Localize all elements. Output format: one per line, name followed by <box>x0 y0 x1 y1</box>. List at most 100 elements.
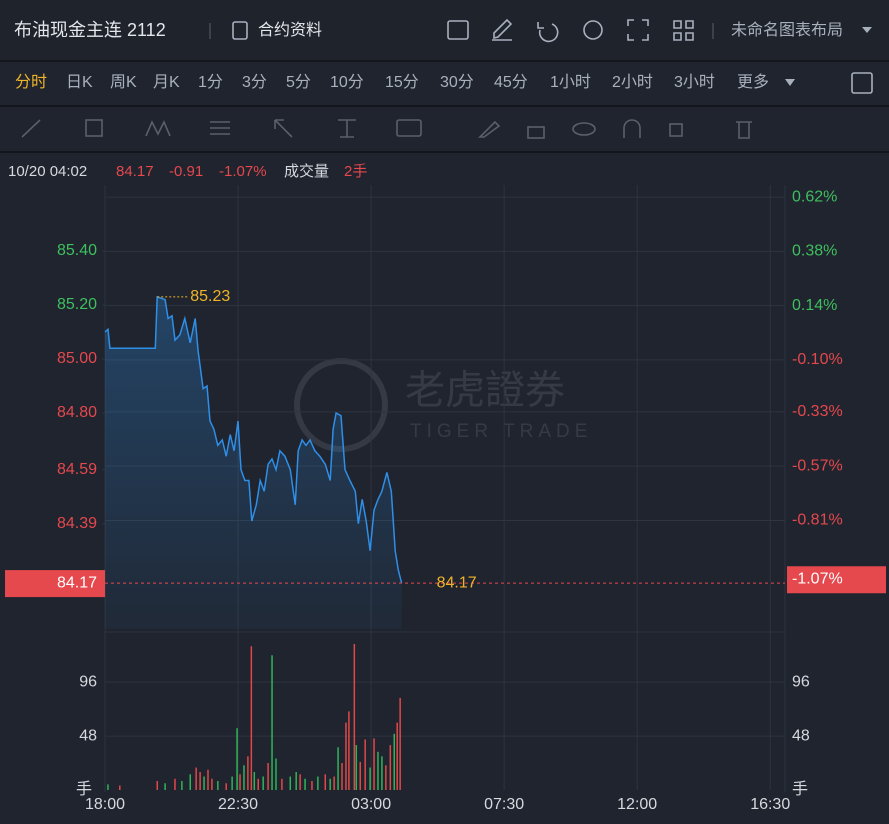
info-line: 10/20 04:02 84.17 -0.91 -1.07% 成交量 2手 <box>8 162 367 180</box>
period-bar: 分时 日K 周K 月K 1分 3分 5分 10分 15分 30分 45分 1小时 2小时 3小时 更多 <box>15 73 769 91</box>
period-tab[interactable]: 1小时 <box>550 73 591 91</box>
period-tab[interactable]: 分时 <box>15 73 47 91</box>
period-tab[interactable]: 15分 <box>385 73 419 91</box>
symbol-title[interactable]: 布油现金主连 2112 <box>14 20 166 40</box>
watermark-name: 老虎證券 <box>405 369 565 413</box>
layout-name[interactable]: 未命名图表布局 <box>731 21 843 39</box>
indicator-icon[interactable] <box>447 20 469 40</box>
draw-icon[interactable] <box>492 18 513 41</box>
lock-tool[interactable] <box>527 126 545 139</box>
volume-bar <box>231 776 233 790</box>
volume-bar <box>217 781 219 790</box>
period-tab[interactable]: 日K <box>66 74 93 91</box>
top-bar <box>0 0 889 60</box>
measure-tool[interactable] <box>338 119 356 138</box>
volume-bar <box>381 756 383 790</box>
rect-tool[interactable] <box>85 119 103 137</box>
period-tab[interactable]: 3分 <box>242 73 267 91</box>
volume-bar <box>299 774 301 790</box>
arrow-tool[interactable] <box>274 119 293 138</box>
period-tab[interactable]: 30分 <box>440 73 474 91</box>
volume-bar <box>243 765 245 790</box>
volume-unit-right: 手 <box>792 780 808 798</box>
price-area <box>105 296 402 629</box>
volume-bar <box>253 772 256 790</box>
y2-tick-label: -0.33% <box>792 403 843 420</box>
dropdown-arrow[interactable] <box>785 79 795 86</box>
dropdown-arrow[interactable] <box>862 27 872 33</box>
expand-icon[interactable] <box>851 72 873 94</box>
period-tab[interactable]: 5分 <box>286 73 311 91</box>
volume-bar <box>329 778 331 790</box>
wave-tool[interactable] <box>145 120 171 137</box>
period-tab[interactable]: 1分 <box>198 73 223 91</box>
period-tab[interactable]: 周K <box>110 74 137 91</box>
volume-bar <box>164 783 166 790</box>
last-pct-badge-text: -1.07% <box>792 570 843 587</box>
max-label: 85.23 <box>190 288 230 305</box>
volume-bar <box>267 763 269 790</box>
info-datetime: 10/20 04:02 <box>8 163 87 180</box>
y2-tick-label: 0.38% <box>792 243 837 260</box>
fullscreen-icon[interactable] <box>627 19 649 41</box>
watermark-en: TIGER TRADE <box>410 421 592 442</box>
doc-icon[interactable] <box>232 21 248 40</box>
settings-icon[interactable] <box>583 20 603 40</box>
watermark: 老虎證券 TIGER TRADE <box>294 358 592 452</box>
volume-bar <box>348 711 350 790</box>
y-tick-label: 84.59 <box>57 461 97 478</box>
volume-bar <box>289 776 292 790</box>
volume-bar <box>377 751 379 790</box>
pen-tool[interactable] <box>478 120 501 138</box>
volume-bar <box>275 758 277 790</box>
info-change-pct: -1.07% <box>219 163 267 180</box>
y-tick-label: 48 <box>79 727 97 744</box>
info-volume: 2手 <box>344 163 367 180</box>
volume-bar <box>203 776 205 790</box>
copy-tool[interactable] <box>669 123 683 137</box>
line-tool[interactable] <box>21 119 41 138</box>
info-price: 84.17 <box>116 163 154 180</box>
volume-bar <box>389 745 392 790</box>
toolbar-icons <box>447 18 694 43</box>
y2-tick-label: -0.81% <box>792 512 843 529</box>
eye-tool[interactable] <box>572 122 596 136</box>
volume-bar <box>373 738 375 790</box>
period-tab[interactable]: 45分 <box>494 73 528 91</box>
volume-bar <box>247 756 249 790</box>
y-tick-label: 84.39 <box>57 515 97 532</box>
volume-bar <box>295 772 297 790</box>
y2-tick-label: -0.10% <box>792 351 843 368</box>
volume-bar <box>271 655 273 790</box>
y-tick-label: 96 <box>79 673 97 690</box>
period-tab[interactable]: 月K <box>153 74 180 91</box>
period-tab[interactable]: 3小时 <box>674 73 715 91</box>
y2-tick-label: 0.14% <box>792 297 837 314</box>
volume-bar <box>195 767 197 790</box>
x-tick-label: 18:00 <box>85 796 125 813</box>
period-tab[interactable]: 10分 <box>330 73 364 91</box>
last-price-badge <box>5 570 105 598</box>
period-tab[interactable]: 更多 <box>737 73 769 91</box>
fib-tool[interactable] <box>210 121 230 135</box>
volume-bar <box>333 776 335 790</box>
layout-icon[interactable] <box>673 20 694 41</box>
price-line <box>104 295 403 584</box>
y-tick-label-right: 48 <box>792 727 810 744</box>
contract-info[interactable]: 合约资料 <box>258 21 322 39</box>
period-tab[interactable]: 2小时 <box>612 73 653 91</box>
y-tick-label-right: 96 <box>792 673 810 690</box>
volume-bar <box>257 778 259 790</box>
refresh-icon[interactable] <box>537 22 559 43</box>
volume-bar <box>207 769 209 790</box>
magnet-tool[interactable] <box>623 119 641 138</box>
volume-bar <box>396 722 398 790</box>
text-tool[interactable] <box>396 119 422 137</box>
volume-unit: 手 <box>76 780 92 798</box>
delete-tool[interactable] <box>736 121 752 139</box>
volume-bar <box>359 761 361 790</box>
volume-bar <box>236 728 238 790</box>
y-tick-label: 85.20 <box>57 296 97 313</box>
info-volume-label: 成交量 <box>284 162 329 180</box>
